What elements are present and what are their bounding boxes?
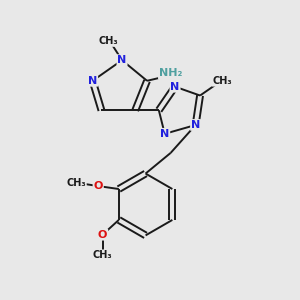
Text: O: O: [98, 230, 107, 240]
Text: CH₃: CH₃: [93, 250, 112, 260]
Text: CH₃: CH₃: [66, 178, 86, 188]
Text: CH₃: CH₃: [99, 36, 118, 46]
Text: O: O: [94, 181, 103, 191]
Text: N: N: [88, 76, 97, 86]
Text: N: N: [170, 82, 180, 92]
Text: NH₂: NH₂: [159, 68, 182, 78]
Text: N: N: [160, 129, 169, 139]
Text: CH₃: CH₃: [212, 76, 232, 86]
Text: N: N: [191, 120, 200, 130]
Text: N: N: [117, 55, 127, 65]
